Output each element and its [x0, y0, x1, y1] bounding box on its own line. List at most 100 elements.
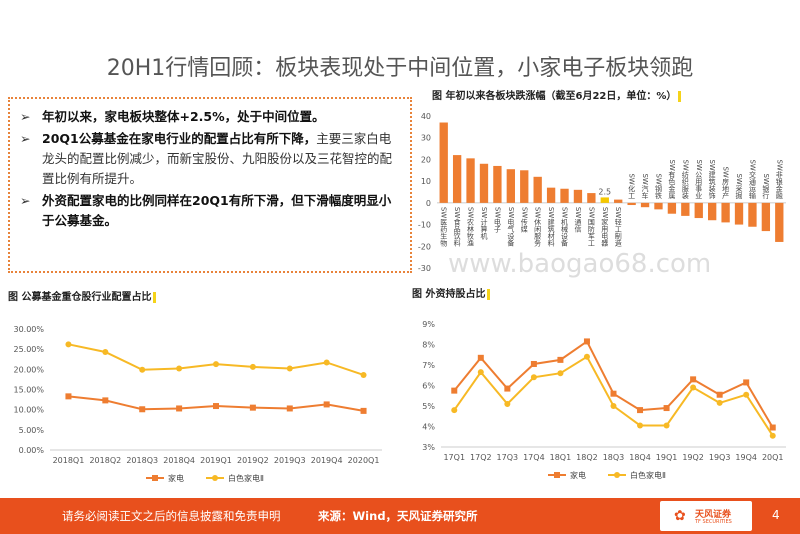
y-tick-label: 7%: [422, 361, 435, 370]
data-point: [286, 405, 293, 412]
x-tick-label: 2018Q3: [126, 456, 158, 465]
caption-highlight: [487, 288, 491, 300]
x-category-label: SW有色金属: [668, 159, 676, 200]
legend-swatch-marker: [614, 472, 620, 478]
x-tick-label: 19Q1: [656, 453, 678, 462]
y-tick-label: 30: [421, 134, 431, 143]
x-category-label: SW食品饮料: [453, 207, 461, 248]
data-point: [504, 400, 511, 407]
bar-chart-caption: 图 年初以来各板块跌涨幅（截至6月22日，单位：%）: [432, 87, 682, 102]
source-note: 来源：Wind，天风证券研究所: [318, 509, 478, 523]
x-tick-label: 19Q2: [682, 453, 704, 462]
data-point: [663, 422, 670, 429]
bar: [546, 187, 556, 203]
x-category-label: SW建筑装饰: [708, 159, 716, 200]
data-point: [249, 404, 256, 411]
data-point: [743, 379, 750, 386]
x-tick-label: 18Q2: [576, 453, 598, 462]
x-tick-label: 2019Q2: [237, 456, 269, 465]
x-tick-label: 17Q4: [523, 453, 545, 462]
data-point: [477, 369, 484, 376]
y-tick-label: 20: [421, 155, 431, 164]
x-category-label: SW国防军工: [587, 207, 595, 247]
bar: [452, 155, 462, 203]
bullet-bold-text: 外资配置家电的比例同样在20Q1有所下滑，但下滑幅度明显小于公募基金。: [42, 193, 392, 228]
data-point: [249, 363, 256, 370]
company-logo: ✿ 天风证券 TF SECURITIES: [660, 501, 752, 531]
y-tick-label: 9%: [422, 320, 435, 329]
x-category-label: SW银行: [762, 173, 770, 200]
y-tick-label: 4%: [422, 423, 435, 432]
data-point: [637, 407, 644, 414]
x-tick-label: 19Q4: [735, 453, 757, 462]
x-tick-label: 17Q1: [443, 453, 465, 462]
x-tick-label: 2018Q1: [53, 456, 85, 465]
series-line: [453, 339, 774, 429]
data-point: [176, 365, 183, 372]
x-category-label: SW轻工制造: [614, 207, 622, 248]
y-tick-label: 5.00%: [19, 426, 45, 435]
data-point: [102, 397, 109, 404]
arrow-bullet-icon: ➢: [20, 109, 31, 124]
bar: [667, 202, 677, 214]
bar: [506, 169, 515, 203]
y-tick-label: 8%: [422, 341, 435, 350]
y-tick-label: 3%: [422, 443, 435, 452]
bar: [748, 202, 757, 227]
bar: [573, 189, 583, 203]
bar: [479, 163, 489, 203]
x-category-label: SW机械设备: [561, 207, 569, 248]
disclaimer-link[interactable]: 请务必阅读正文之后的信息披露和免责申明: [62, 509, 281, 523]
arrow-bullet-icon: ➢: [20, 131, 31, 146]
bar: [614, 199, 623, 203]
foreign-chart-caption: 图 外资持股占比: [412, 285, 491, 300]
x-category-label: SW非银金融: [775, 159, 783, 200]
x-category-label: SW房地产: [722, 166, 730, 200]
legend-label: 家电: [168, 473, 184, 483]
y-tick-label: 15.00%: [13, 386, 44, 395]
x-tick-label: 18Q1: [550, 453, 572, 462]
legend-swatch-marker: [152, 475, 158, 481]
x-category-label: SW电气设备: [507, 207, 515, 248]
bullet-item: ➢ 20Q1公募基金在家电行业的配置占比有所下降，主要三家白电龙头的配置比例减少…: [20, 129, 400, 189]
x-tick-label: 17Q3: [497, 453, 519, 462]
data-point: [557, 370, 564, 377]
caption-highlight: [153, 291, 157, 303]
bar: [640, 202, 650, 208]
legend-label: 白色家电Ⅱ: [630, 470, 666, 480]
logo-text: 天风证券: [695, 510, 732, 520]
x-tick-label: 17Q2: [470, 453, 492, 462]
data-label: 2.5: [598, 187, 611, 196]
bullet-text: 主要三家白电龙头的配置比例减少，而新宝股份、九阳股份以及三花智控的配置比例有所提…: [42, 131, 393, 186]
data-point: [716, 399, 723, 406]
y-tick-label: 0: [426, 199, 431, 208]
x-category-label: SW建筑材料: [547, 207, 555, 248]
bar: [708, 202, 717, 221]
x-category-label: SW化工: [628, 173, 636, 199]
x-tick-label: 18Q4: [629, 453, 651, 462]
x-tick-label: 18Q3: [603, 453, 625, 462]
bar: [560, 188, 569, 203]
bar: [681, 202, 690, 216]
data-point: [213, 403, 219, 410]
data-point: [65, 393, 72, 400]
data-point: [102, 348, 109, 355]
bar: [761, 202, 771, 232]
data-point: [504, 385, 511, 392]
x-category-label: SW公用事业: [695, 159, 703, 199]
y-tick-label: -10: [418, 221, 431, 230]
summary-box: ➢ 年初以来，家电板块整体+2.5%，处于中间位置。 ➢ 20Q1公募基金在家电…: [8, 97, 412, 273]
data-point: [690, 376, 697, 383]
bar: [600, 197, 609, 203]
data-point: [139, 406, 146, 413]
data-point: [530, 360, 537, 367]
y-tick-label: 5%: [422, 402, 435, 411]
x-category-label: SW医药生物: [440, 207, 448, 248]
data-point: [583, 338, 590, 345]
caption-highlight: [678, 90, 682, 102]
data-point: [637, 422, 644, 429]
data-point: [65, 341, 72, 348]
legend-label: 家电: [570, 470, 586, 480]
bar: [627, 202, 636, 206]
